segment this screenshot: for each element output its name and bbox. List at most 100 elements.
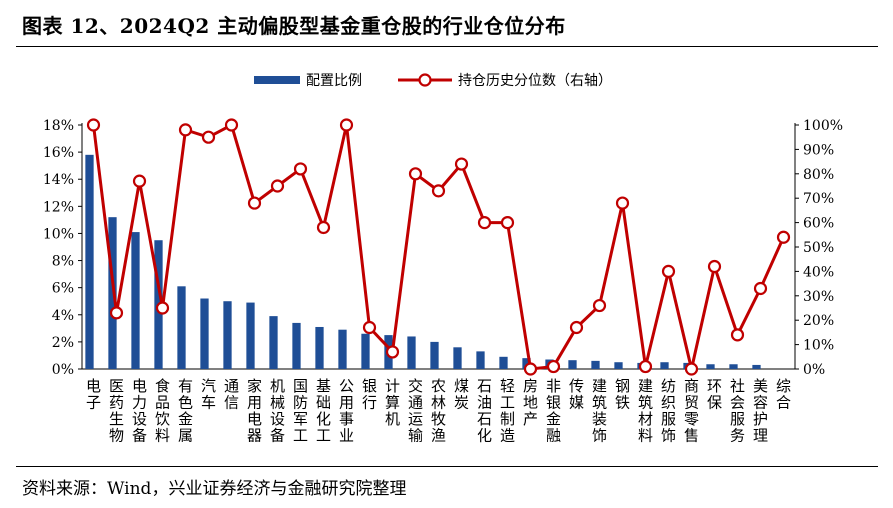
line-marker <box>247 196 262 210</box>
bar <box>361 333 370 369</box>
x-tick-label: 环保 <box>707 377 722 412</box>
bar <box>177 286 186 369</box>
line-marker <box>477 216 492 230</box>
bar <box>752 364 761 369</box>
line-marker <box>270 179 285 193</box>
left-tick-label: 2% <box>52 335 74 351</box>
top-rule <box>16 46 878 47</box>
bar <box>246 302 255 369</box>
line-marker <box>592 298 607 313</box>
bar <box>568 360 577 369</box>
line-marker <box>615 196 630 210</box>
line-marker <box>776 230 791 244</box>
line-marker <box>201 130 216 144</box>
x-tick-label: 建筑装饰 <box>592 377 607 445</box>
line-marker <box>408 167 423 181</box>
bar <box>292 322 301 369</box>
x-tick-label: 石油石化 <box>477 377 492 445</box>
right-tick-label: 80% <box>803 167 834 183</box>
bar <box>223 301 232 369</box>
x-tick-label: 农林牧渔 <box>431 377 446 445</box>
bar <box>430 341 439 369</box>
right-tick-label: 60% <box>803 216 834 232</box>
x-tick-label: 国防军工 <box>293 377 308 445</box>
right-tick-label: 0% <box>803 362 825 378</box>
line-marker <box>661 264 676 278</box>
x-tick-label: 商贸零售 <box>684 377 699 445</box>
right-axis: 0% 10% 20% 30% 40% 50% 60% 70% 80% 90% 100% <box>794 118 843 378</box>
bar <box>85 154 94 369</box>
x-tick-label: 有色金属 <box>178 377 193 445</box>
x-tick-label: 钢铁 <box>615 377 630 412</box>
right-tick-label: 90% <box>803 142 834 158</box>
x-tick-label: 家用电器 <box>247 377 262 445</box>
line-marker <box>431 184 446 198</box>
x-tick-label: 房地产 <box>523 377 538 428</box>
bar <box>522 358 531 369</box>
left-tick-label: 18% <box>43 118 74 134</box>
bar <box>315 326 324 369</box>
x-tick-label: 公用事业 <box>339 377 354 445</box>
x-tick-label: 纺织服饰 <box>661 377 676 445</box>
x-tick-label: 交通运输 <box>408 377 423 445</box>
left-tick-label: 12% <box>43 199 74 215</box>
x-tick-label: 煤炭 <box>454 377 469 412</box>
line-marker <box>638 359 653 374</box>
legend-bar-label: 配置比例 <box>306 73 362 89</box>
x-tick-label: 轻工制造 <box>500 377 515 445</box>
source-note: 资料来源：Wind，兴业证券经济与金融研究院整理 <box>22 479 407 499</box>
x-tick-label: 食品饮料 <box>155 377 170 445</box>
line-path <box>92 123 785 371</box>
left-tick-label: 10% <box>43 226 74 242</box>
line-marker <box>86 118 101 132</box>
figure-title: 图表 12、2024Q2 主动偏股型基金重仓股的行业仓位分布 <box>22 14 566 38</box>
line-marker <box>500 216 515 230</box>
bar <box>706 364 715 369</box>
legend-line-label: 持仓历史分位数（右轴） <box>458 73 612 89</box>
line-marker <box>546 359 561 374</box>
legend: 配置比例 持仓历史分位数（右轴） <box>254 73 612 89</box>
right-tick-label: 50% <box>803 240 834 256</box>
left-tick-label: 8% <box>52 254 74 270</box>
x-tick-label: 机械设备 <box>270 377 285 445</box>
right-tick-label: 10% <box>803 338 834 354</box>
line-marker <box>109 306 124 320</box>
line-marker <box>224 118 239 132</box>
x-tick-label: 社会服务 <box>730 377 745 445</box>
left-tick-label: 16% <box>43 145 74 161</box>
x-tick-label: 汽车 <box>201 377 216 412</box>
x-tick-label: 基础化工 <box>316 377 331 445</box>
left-tick-label: 6% <box>52 281 74 297</box>
x-tick-label: 非银金融 <box>546 377 561 445</box>
legend-bar-swatch <box>254 76 300 84</box>
line-series <box>86 118 791 376</box>
bar <box>200 298 209 369</box>
x-tick-label: 建筑材料 <box>638 377 653 445</box>
line-marker <box>707 259 722 274</box>
bar <box>591 360 600 369</box>
right-tick-label: 20% <box>803 313 834 329</box>
left-tick-label: 14% <box>43 172 74 188</box>
x-tick-label: 通信 <box>224 377 239 412</box>
line-marker <box>293 162 308 176</box>
line-marker <box>454 157 469 171</box>
left-tick-label: 0% <box>52 362 74 378</box>
bar <box>453 347 462 369</box>
line-marker <box>730 328 745 342</box>
bar <box>407 336 416 369</box>
x-tick-label: 医药生物 <box>109 377 124 445</box>
x-tick-label: 银行 <box>362 377 377 412</box>
right-tick-label: 40% <box>803 264 834 280</box>
bar <box>269 316 278 369</box>
bar-series <box>85 154 761 369</box>
x-tick-label: 电力设备 <box>132 377 147 445</box>
x-tick-label: 美容护理 <box>753 377 768 445</box>
right-tick-label: 30% <box>803 289 834 305</box>
line-marker <box>155 301 170 315</box>
x-tick-label: 传媒 <box>569 377 584 412</box>
x-tick-label: 综合 <box>776 377 791 412</box>
bar <box>108 217 117 369</box>
left-tick-label: 4% <box>52 308 74 324</box>
x-tick-label: 计算机 <box>385 377 400 428</box>
